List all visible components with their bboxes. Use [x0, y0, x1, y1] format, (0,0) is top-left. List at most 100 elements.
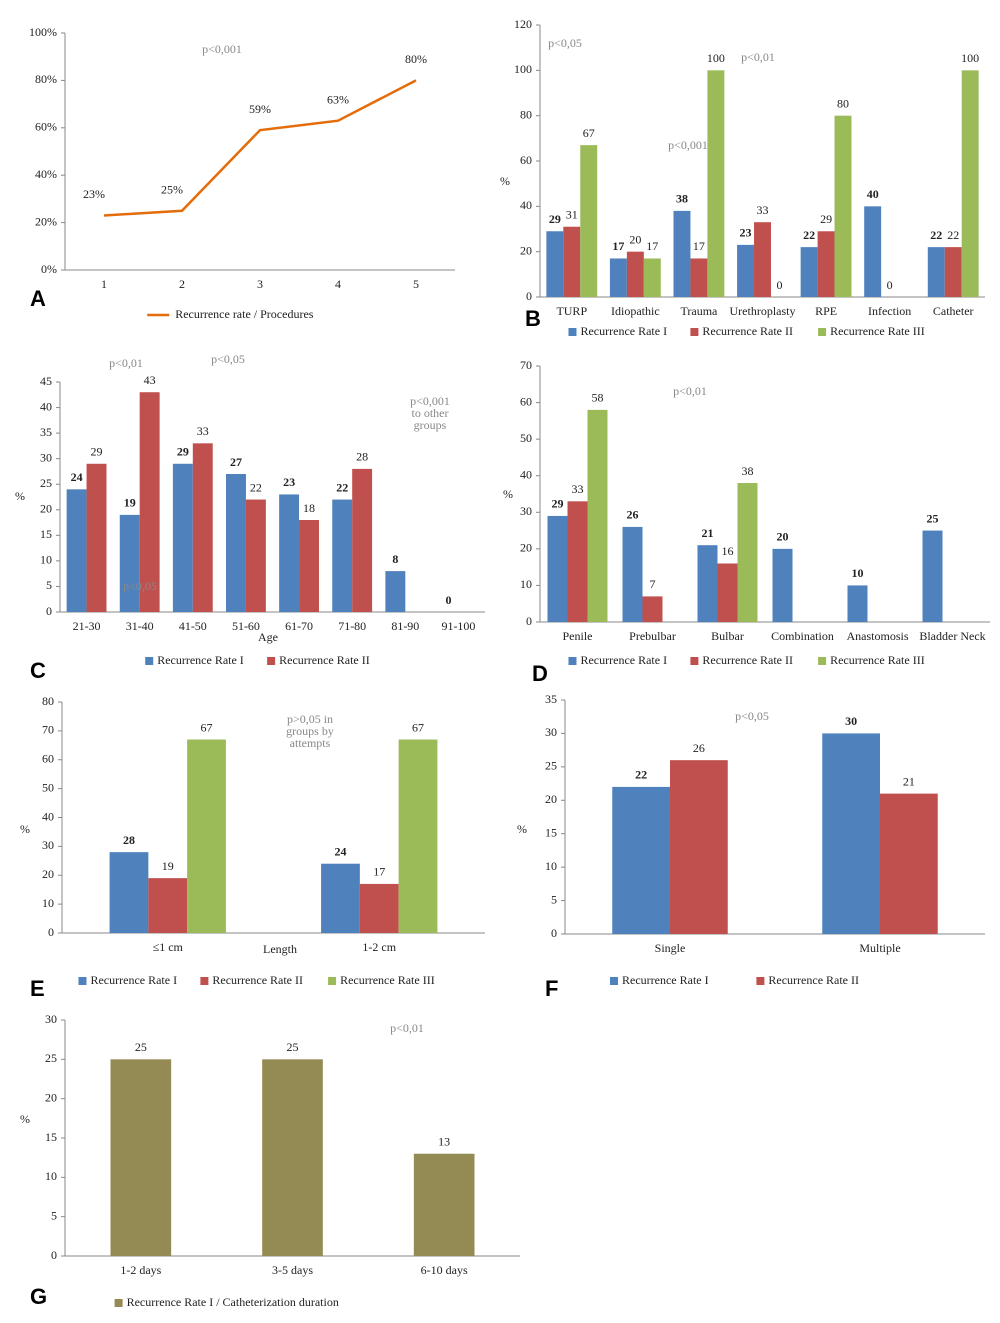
- y-tick-label: 30: [545, 725, 557, 739]
- y-tick-label: 80%: [35, 72, 57, 86]
- annotation: p<0,05: [548, 36, 582, 50]
- y-tick-label: 40: [520, 467, 532, 481]
- x-tick-label: 1-2 days: [120, 1263, 161, 1277]
- bar: [880, 793, 938, 934]
- y-tick-label: 10: [42, 896, 54, 910]
- y-tick-label: 10: [45, 1169, 57, 1183]
- bar: [670, 760, 728, 934]
- bar: [226, 474, 246, 612]
- y-tick-label: 20: [520, 541, 532, 555]
- y-tick-label: 20: [545, 792, 557, 806]
- data-label: 0: [445, 593, 451, 607]
- bar: [622, 526, 643, 622]
- y-tick-label: 60: [520, 394, 532, 408]
- data-label: 29: [820, 212, 832, 226]
- data-label: 0: [776, 278, 782, 292]
- data-label: 33: [757, 203, 769, 217]
- y-tick-label: 45: [40, 374, 52, 388]
- annotation: p>0,05 in: [287, 712, 333, 726]
- panel-letter: E: [30, 976, 45, 1001]
- bar: [822, 733, 880, 934]
- line: [103, 79, 417, 217]
- legend-label: Recurrence Rate III: [340, 973, 435, 987]
- legend-label: Recurrence Rate II: [768, 973, 859, 987]
- data-label: 19: [124, 496, 136, 510]
- x-tick-label: Single: [655, 941, 686, 955]
- y-tick-label: 30: [42, 838, 54, 852]
- x-tick-label: Idiopathic: [611, 304, 660, 318]
- data-label: 23: [283, 475, 295, 489]
- bar: [563, 226, 581, 297]
- legend-label: Recurrence Rate I / Catheterization dura…: [127, 1295, 339, 1309]
- x-tick-label: 6-10 days: [421, 1263, 468, 1277]
- data-label: 19: [162, 859, 174, 873]
- data-label: 22: [947, 228, 959, 242]
- bar: [922, 530, 943, 622]
- data-label: 26: [627, 508, 639, 522]
- y-axis-label: %: [503, 487, 513, 501]
- bar: [299, 520, 319, 612]
- annotation: attempts: [290, 736, 331, 750]
- x-tick-label: TURP: [556, 304, 587, 318]
- annotation: p<0,05: [211, 352, 245, 366]
- y-tick-label: 35: [545, 692, 557, 706]
- data-label: 17: [646, 239, 658, 253]
- y-tick-label: 0: [46, 604, 52, 618]
- y-axis-label: %: [20, 1112, 30, 1126]
- y-tick-label: 30: [45, 1012, 57, 1026]
- data-label: 25: [135, 1040, 147, 1054]
- bar: [642, 596, 663, 622]
- data-label: 7: [650, 577, 656, 591]
- bar: [737, 483, 758, 622]
- legend-swatch: [267, 657, 276, 665]
- x-tick-label: Bladder Neck: [919, 629, 985, 643]
- data-label: 22: [336, 480, 348, 494]
- data-label: 8: [392, 552, 398, 566]
- legend-swatch: [568, 657, 577, 665]
- bar: [609, 258, 627, 297]
- x-tick-label: 3: [257, 277, 263, 291]
- y-tick-label: 20: [40, 502, 52, 516]
- annotation: p<0,05: [735, 709, 769, 723]
- bar: [110, 1059, 172, 1256]
- panel-letter: D: [532, 661, 548, 686]
- x-tick-label: 71-80: [338, 619, 366, 633]
- legend-label: Recurrence Rate II: [702, 324, 793, 338]
- y-tick-label: 15: [45, 1130, 57, 1144]
- bar: [626, 251, 644, 297]
- bar: [772, 548, 793, 622]
- bar: [580, 145, 598, 297]
- legend-label: Recurrence Rate III: [830, 653, 925, 667]
- annotation: p<0,05: [123, 579, 157, 593]
- y-tick-label: 20: [42, 867, 54, 881]
- panel-letter: A: [30, 286, 46, 311]
- x-tick-label: 31-40: [126, 619, 154, 633]
- bar: [262, 1059, 323, 1256]
- bar: [690, 258, 708, 297]
- y-axis-label: %: [500, 174, 510, 188]
- panel-letter: B: [525, 306, 541, 331]
- data-label: 40: [867, 187, 879, 201]
- panel-letter: G: [30, 1284, 47, 1309]
- bar: [864, 206, 882, 297]
- y-tick-label: 120: [514, 17, 532, 31]
- bar: [192, 443, 213, 612]
- data-label: 31: [566, 207, 578, 221]
- data-label: 25: [287, 1040, 299, 1054]
- y-tick-label: 20: [45, 1090, 57, 1104]
- x-tick-label: Combination: [771, 629, 834, 643]
- legend-label: Recurrence Rate I: [580, 653, 667, 667]
- data-label: 23: [740, 226, 752, 240]
- bar: [279, 494, 300, 612]
- data-label: 67: [412, 720, 424, 734]
- y-tick-label: 80: [42, 694, 54, 708]
- data-label: 38: [676, 192, 688, 206]
- legend-swatch: [568, 328, 577, 336]
- legend-swatch: [818, 328, 827, 336]
- legend-label: Recurrence Rate II: [279, 653, 370, 667]
- y-tick-label: 70: [520, 358, 532, 372]
- x-tick-label: 1: [101, 277, 107, 291]
- y-tick-label: 30: [520, 504, 532, 518]
- x-tick-label: 41-50: [179, 619, 207, 633]
